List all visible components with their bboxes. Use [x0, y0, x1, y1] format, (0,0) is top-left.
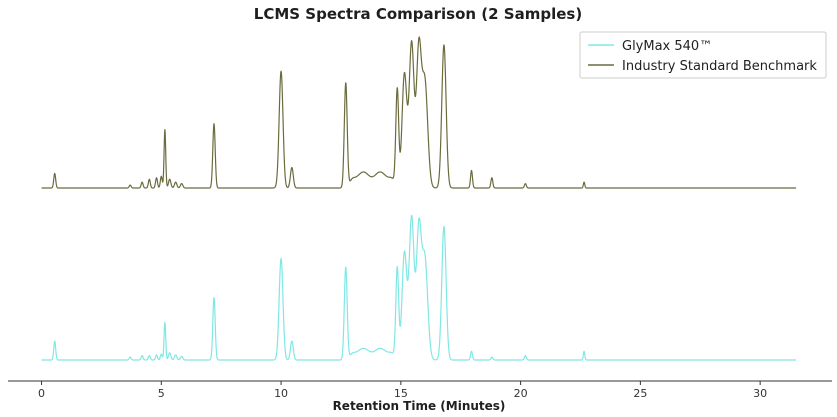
- chart-title: LCMS Spectra Comparison (2 Samples): [254, 5, 582, 23]
- x-axis-label: Retention Time (Minutes): [333, 399, 506, 413]
- series-line-0: [41, 214, 797, 361]
- x-tick-label: 25: [633, 387, 647, 400]
- legend-items: GlyMax 540™ Industry Standard Benchmark: [588, 39, 817, 74]
- x-tick-layer: 0 5 10 15 20 25 30: [38, 381, 767, 400]
- legend-frame: [579, 31, 827, 79]
- legend-label-1: Industry Standard Benchmark: [622, 59, 817, 74]
- x-tick-label: 15: [394, 387, 408, 400]
- series-layer: [41, 36, 797, 361]
- x-tick-label: 30: [753, 387, 767, 400]
- x-tick-label: 10: [274, 387, 288, 400]
- x-tick-label: 0: [38, 387, 45, 400]
- x-tick-label: 5: [158, 387, 165, 400]
- x-tick-label: 20: [514, 387, 528, 400]
- series-line-1: [41, 36, 797, 189]
- legend-label-0: GlyMax 540™: [622, 39, 712, 54]
- legend: GlyMax 540™ Industry Standard Benchmark: [579, 31, 827, 79]
